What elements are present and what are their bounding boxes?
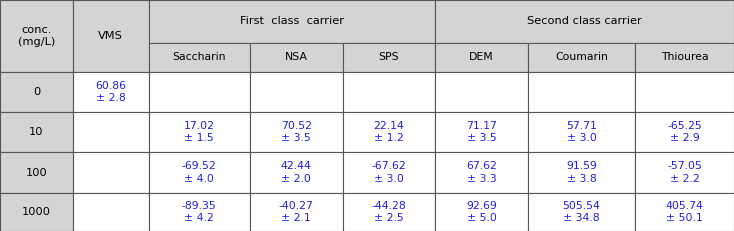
Bar	[250, 193, 343, 231]
Bar	[635, 43, 734, 72]
Text: -65.25
± 2.9: -65.25 ± 2.9	[667, 121, 702, 143]
Text: 92.69
± 5.0: 92.69 ± 5.0	[466, 201, 497, 223]
Bar	[0, 0, 73, 72]
Bar	[435, 112, 528, 152]
Bar	[635, 152, 734, 193]
Bar	[250, 112, 343, 152]
Bar	[528, 72, 635, 112]
Text: 1000: 1000	[22, 207, 51, 217]
Text: -40.27
± 2.1: -40.27 ± 2.1	[279, 201, 313, 223]
Bar	[0, 193, 73, 231]
Bar	[148, 152, 250, 193]
Bar	[343, 193, 435, 231]
Bar	[528, 152, 635, 193]
Text: 0: 0	[33, 87, 40, 97]
Bar	[435, 43, 528, 72]
Text: 70.52
± 3.5: 70.52 ± 3.5	[280, 121, 312, 143]
Bar	[435, 72, 528, 112]
Bar	[635, 112, 734, 152]
Text: NSA: NSA	[285, 52, 308, 62]
Text: 10: 10	[29, 127, 44, 137]
Bar	[73, 72, 148, 112]
Bar	[0, 112, 73, 152]
Bar	[148, 0, 435, 43]
Bar	[148, 72, 250, 112]
Bar	[435, 152, 528, 193]
Bar	[73, 152, 148, 193]
Text: First  class  carrier: First class carrier	[240, 16, 344, 26]
Bar	[73, 193, 148, 231]
Text: 100: 100	[26, 168, 48, 178]
Bar	[528, 193, 635, 231]
Bar	[635, 193, 734, 231]
Text: Second class carrier: Second class carrier	[527, 16, 642, 26]
Bar	[435, 0, 734, 43]
Text: 57.71
± 3.0: 57.71 ± 3.0	[566, 121, 597, 143]
Bar	[343, 112, 435, 152]
Bar	[73, 112, 148, 152]
Text: VMS: VMS	[98, 31, 123, 41]
Bar	[635, 72, 734, 112]
Text: 42.44
± 2.0: 42.44 ± 2.0	[280, 161, 312, 184]
Bar	[148, 193, 250, 231]
Text: Coumarin: Coumarin	[555, 52, 608, 62]
Text: -89.35
± 4.2: -89.35 ± 4.2	[182, 201, 217, 223]
Text: -57.05
± 2.2: -57.05 ± 2.2	[667, 161, 702, 184]
Text: 60.86
± 2.8: 60.86 ± 2.8	[95, 81, 126, 103]
Bar	[435, 193, 528, 231]
Text: DEM: DEM	[469, 52, 494, 62]
Bar	[148, 43, 250, 72]
Text: 22.14
± 1.2: 22.14 ± 1.2	[374, 121, 404, 143]
Bar	[343, 152, 435, 193]
Bar	[250, 152, 343, 193]
Bar	[73, 0, 148, 72]
Text: -44.28
± 2.5: -44.28 ± 2.5	[371, 201, 406, 223]
Bar	[343, 72, 435, 112]
Text: -67.62
± 3.0: -67.62 ± 3.0	[371, 161, 406, 184]
Text: 67.62
± 3.3: 67.62 ± 3.3	[466, 161, 497, 184]
Text: conc.
(mg/L): conc. (mg/L)	[18, 25, 55, 47]
Text: Saccharin: Saccharin	[172, 52, 226, 62]
Text: 17.02
± 1.5: 17.02 ± 1.5	[184, 121, 214, 143]
Text: 91.59
± 3.8: 91.59 ± 3.8	[566, 161, 597, 184]
Text: 71.17
± 3.5: 71.17 ± 3.5	[466, 121, 497, 143]
Bar	[0, 72, 73, 112]
Bar	[250, 43, 343, 72]
Bar	[0, 152, 73, 193]
Text: 405.74
± 50.1: 405.74 ± 50.1	[666, 201, 704, 223]
Bar	[528, 112, 635, 152]
Bar	[250, 72, 343, 112]
Text: 505.54
± 34.8: 505.54 ± 34.8	[563, 201, 600, 223]
Bar	[148, 112, 250, 152]
Bar	[343, 43, 435, 72]
Text: SPS: SPS	[379, 52, 399, 62]
Bar	[528, 43, 635, 72]
Text: Thiourea: Thiourea	[661, 52, 708, 62]
Text: -69.52
± 4.0: -69.52 ± 4.0	[182, 161, 217, 184]
